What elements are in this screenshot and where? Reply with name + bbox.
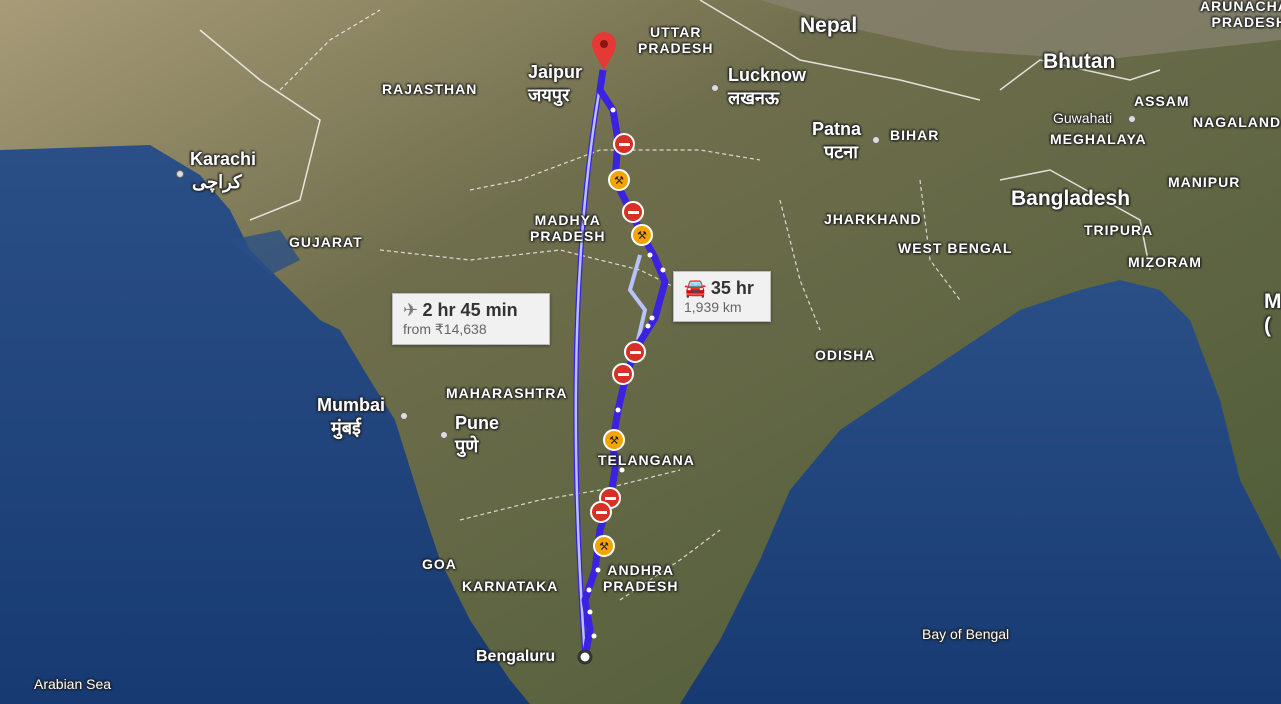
bay-of-bengal-area: [680, 280, 1281, 704]
city-label-jaipur-local: जयपुर: [528, 85, 570, 105]
city-label-karachi: Karachi: [190, 149, 257, 169]
city-dot: [711, 84, 719, 92]
state-label-goa: GOA: [422, 556, 457, 572]
driving-duration: 35 hr: [710, 278, 754, 298]
city-dot: [400, 412, 408, 420]
state-label-west-bengal: WEST BENGAL: [898, 240, 1013, 256]
city-label-lucknow: Lucknow: [728, 65, 807, 85]
flight-duration: 2 hr 45 min: [422, 300, 518, 320]
roadwork-icon[interactable]: ⚒: [608, 169, 630, 191]
airplane-icon: ✈: [403, 300, 419, 320]
edge-label-partial: M (: [1264, 290, 1281, 338]
roadwork-icon[interactable]: ⚒: [631, 224, 653, 246]
state-label-tripura: TRIPURA: [1084, 222, 1154, 238]
arabian-sea-area: [0, 145, 530, 704]
state-label-meghalaya: MEGHALAYA: [1050, 131, 1147, 147]
city-label-lucknow-local: लखनऊ: [728, 88, 780, 108]
state-label-rajasthan: RAJASTHAN: [382, 81, 478, 97]
city-label-mumbai-local: मुंबई: [331, 418, 361, 438]
city-label-patna: Patna: [812, 119, 862, 139]
route-waypoint-dots: [586, 107, 666, 639]
destination-pin-icon: [592, 32, 616, 70]
city-dot: [440, 431, 448, 439]
road-closure-icon[interactable]: [624, 341, 646, 363]
city-dot: [1128, 115, 1136, 123]
city-label-karachi-local: کراچی: [192, 172, 242, 192]
state-label-odisha: ODISHA: [815, 347, 876, 363]
country-borders: [199, 0, 1161, 271]
roadwork-icon[interactable]: ⚒: [593, 535, 615, 557]
car-icon: 🚘: [684, 278, 707, 298]
city-label-pune: Pune: [455, 413, 500, 433]
alternate-route-line: [627, 254, 648, 341]
city-label-bengaluru: Bengaluru: [476, 648, 556, 665]
flight-price: from ₹14,638: [403, 321, 487, 337]
state-label-jharkhand: JHARKHAND: [824, 211, 922, 227]
city-dot: [176, 170, 184, 178]
state-label-assam: ASSAM: [1134, 93, 1190, 109]
city-label-pune-local: पुणे: [455, 436, 479, 456]
state-label-maharashtra: MAHARASHTRA: [446, 385, 568, 401]
state-label-madhya-pradesh: MADHYA PRADESH: [530, 212, 606, 245]
state-label-andhra-pradesh: ANDHRA PRADESH: [603, 562, 679, 595]
road-closure-icon[interactable]: [622, 201, 644, 223]
state-label-mizoram: MIZORAM: [1128, 254, 1202, 270]
water-label-arabian-sea: Arabian Sea: [34, 676, 112, 692]
city-label-guwahati: Guwahati: [1053, 110, 1113, 126]
water-label-bay-of-bengal: Bay of Bengal: [922, 626, 1010, 642]
road-closure-icon[interactable]: [613, 133, 635, 155]
state-label-manipur: MANIPUR: [1168, 174, 1241, 190]
country-label-nepal: Nepal: [800, 14, 858, 37]
city-label-patna-local: पटना: [824, 142, 858, 162]
city-dot: [872, 136, 880, 144]
roadwork-icon[interactable]: ⚒: [603, 429, 625, 451]
state-label-arunachal-pradesh: ARUNACHAL PRADESH: [1200, 0, 1281, 31]
state-label-gujarat: GUJARAT: [289, 234, 363, 250]
state-label-uttar-pradesh: UTTAR PRADESH: [638, 24, 714, 57]
city-label-mumbai: Mumbai: [317, 395, 386, 415]
flight-route-callout[interactable]: ✈ 2 hr 45 min from ₹14,638: [392, 293, 550, 345]
state-borders: [279, 9, 961, 601]
road-closure-icon[interactable]: [590, 501, 612, 523]
state-label-telangana: TELANGANA: [598, 452, 695, 468]
flight-route-line: [574, 69, 605, 658]
origin-marker: [577, 649, 593, 665]
driving-distance: 1,939 km: [684, 299, 742, 315]
state-label-karnataka: KARNATAKA: [462, 578, 559, 594]
city-label-jaipur: Jaipur: [528, 62, 583, 82]
road-closure-icon[interactable]: [612, 363, 634, 385]
state-label-bihar: BIHAR: [890, 127, 940, 143]
driving-route-callout[interactable]: 🚘 35 hr 1,939 km: [673, 271, 771, 322]
state-label-nagaland: NAGALAND: [1193, 114, 1281, 130]
country-label-bhutan: Bhutan: [1043, 50, 1116, 73]
country-label-bangladesh: Bangladesh: [1011, 187, 1131, 210]
